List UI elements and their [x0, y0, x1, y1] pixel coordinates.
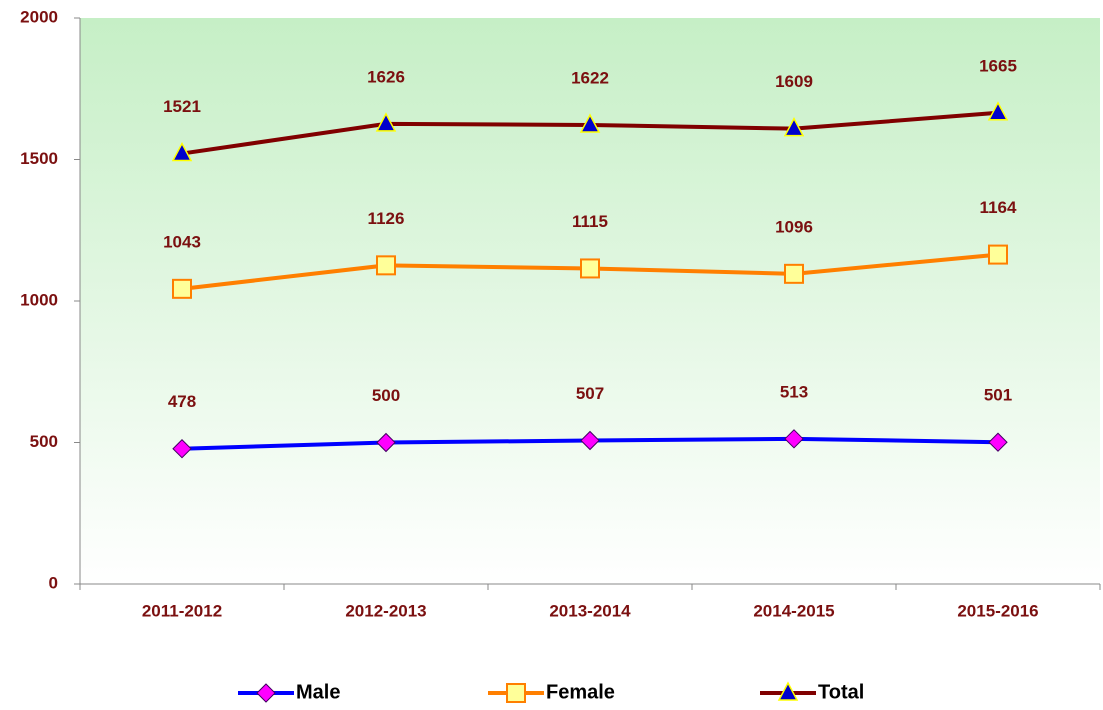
- point-marker: [580, 430, 600, 451]
- point-marker: [376, 255, 396, 276]
- data-label: 478: [168, 392, 196, 411]
- point-marker: [580, 258, 600, 279]
- data-label: 501: [984, 386, 1012, 405]
- point-marker: [988, 244, 1008, 265]
- data-label: 1622: [571, 68, 609, 87]
- legend-label: Female: [546, 681, 615, 703]
- data-label: 513: [780, 382, 808, 401]
- point-marker: [172, 278, 192, 299]
- point-marker: [172, 439, 192, 459]
- x-tick-label: 2011-2012: [142, 601, 222, 620]
- data-label: 1126: [368, 209, 405, 228]
- point-marker: [784, 429, 804, 449]
- x-tick-label: 2012-2013: [345, 601, 426, 620]
- data-label: 507: [576, 384, 604, 403]
- x-tick-label: 2015-2016: [957, 601, 1038, 620]
- data-label: 1115: [572, 212, 608, 231]
- y-tick-label: 1000: [20, 290, 58, 309]
- data-label: 1521: [163, 97, 201, 116]
- legend-label: Total: [818, 681, 864, 703]
- point-marker: [375, 112, 397, 132]
- data-label: 1609: [775, 72, 813, 91]
- point-marker: [171, 141, 193, 162]
- point-marker: [376, 432, 396, 453]
- data-label: 500: [372, 386, 400, 405]
- legend-label: Male: [296, 681, 340, 703]
- point-marker: [987, 101, 1009, 121]
- y-tick-label: 0: [49, 573, 58, 592]
- data-label: 1626: [367, 67, 405, 86]
- legend-marker: [256, 683, 276, 703]
- data-label: 1665: [979, 56, 1017, 75]
- x-tick-label: 2013-2014: [549, 601, 631, 620]
- plot-background: [80, 18, 1100, 584]
- y-tick-label: 1500: [20, 149, 58, 168]
- y-tick-label: 500: [30, 432, 58, 451]
- point-marker: [783, 117, 805, 137]
- legend-marker: [777, 681, 799, 701]
- point-marker: [579, 113, 601, 133]
- data-label: 1043: [163, 232, 201, 251]
- x-tick-label: 2014-2015: [753, 601, 834, 620]
- y-tick-label: 2000: [20, 7, 58, 26]
- data-label: 1164: [980, 198, 1017, 217]
- point-marker: [784, 263, 804, 284]
- point-marker: [988, 432, 1008, 452]
- legend-marker: [506, 683, 526, 703]
- data-label: 1096: [775, 217, 813, 236]
